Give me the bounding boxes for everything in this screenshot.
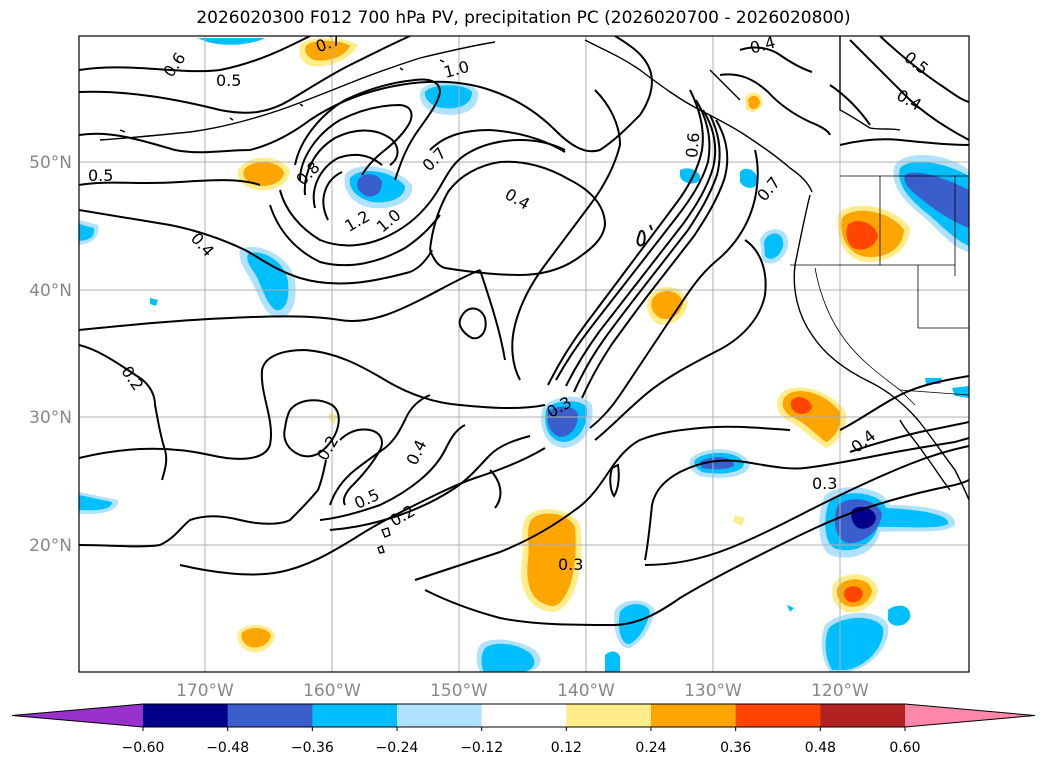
positive-precip-areas [237,38,910,653]
colorbar-swatch [397,704,483,727]
map-panel: 0.6 0.5 0.7 1.0 0.4 0.5 0.4 0.5 0.8 0.7 … [79,33,969,672]
contour-label: 0.4 [748,33,778,58]
colorbar-swatch [143,704,229,727]
latitude-labels: 50°N 40°N 30°N 20°N [29,153,72,556]
lat-label: 50°N [29,153,72,173]
colorbar-tick-label: 0.48 [805,740,836,756]
colorbar-swatch [227,704,313,727]
colorbar-tick-label: 0.12 [551,740,582,756]
colorbar-swatch [481,704,567,727]
colorbar-tick-label: 0.36 [720,740,751,756]
contour-label: 0.5 [216,71,241,90]
colorbar-tick-label: −0.60 [122,740,165,756]
precip-shading [79,38,969,672]
colorbar-tick-label: −0.48 [206,740,249,756]
state-borders [790,175,969,406]
map-title: 2026020300 F012 700 hPa PV, precipitatio… [196,8,851,28]
contour-label: 0.6 [682,132,703,159]
colorbar-tick-label: −0.36 [291,740,334,756]
contour-label: 0.3 [558,555,583,574]
negative-precip-areas [79,38,969,672]
colorbar-tick-label: 0.60 [889,740,920,756]
lat-label: 30°N [29,408,72,428]
lon-label: 120°W [811,681,869,701]
colorbar-tick-label: −0.24 [376,740,419,756]
colorbar-swatch [312,704,398,727]
lon-label: 150°W [430,681,488,701]
colorbar-swatch [566,704,652,727]
colorbar-swatch [735,704,821,727]
colorbar-extend-high [905,704,1035,727]
map-frame [78,35,970,673]
colorbar-tick-label: −0.12 [460,740,503,756]
lat-label: 40°N [29,281,72,301]
lon-label: 130°W [684,681,742,701]
lon-label: 160°W [303,681,361,701]
lat-label: 20°N [29,536,72,556]
pv-contours [79,36,969,627]
contour-label: 0.5 [88,166,113,185]
colorbar-swatch [820,704,906,727]
lon-label: 170°W [176,681,234,701]
longitude-labels: 170°W 160°W 150°W 140°W 130°W 120°W [176,681,869,701]
lon-label: 140°W [557,681,615,701]
colorbar-tick-label: 0.24 [635,740,666,756]
colorbar-swatch [651,704,737,727]
colorbar-extend-low [12,704,143,727]
contour-label: 0.3 [812,474,837,493]
colorbar: −0.60 −0.48 −0.36 −0.24 −0.12 0.12 0.24 0.36 0.4… [11,703,1036,756]
